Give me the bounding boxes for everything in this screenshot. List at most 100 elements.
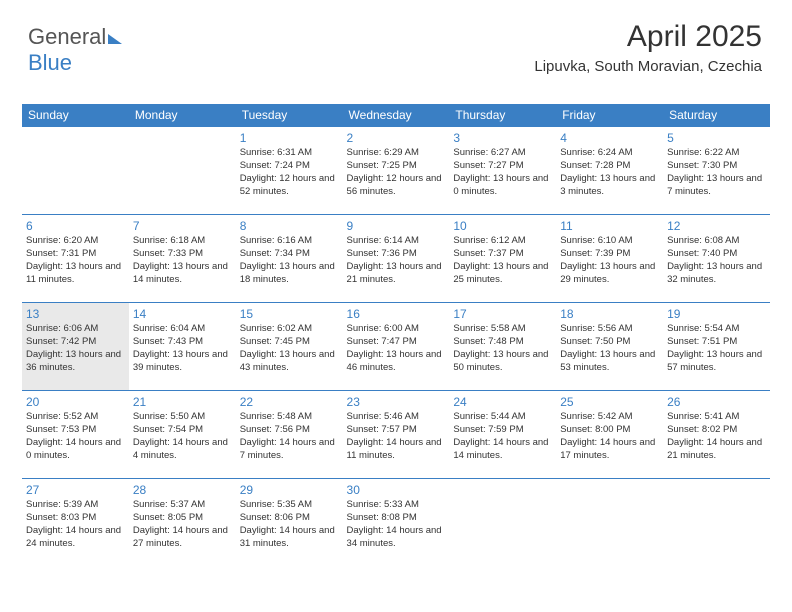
sunset-line: Sunset: 7:34 PM xyxy=(240,248,339,261)
sunrise-line: Sunrise: 5:44 AM xyxy=(453,411,552,424)
daylight-line: Daylight: 14 hours and 11 minutes. xyxy=(347,437,446,463)
sunset-line: Sunset: 7:54 PM xyxy=(133,424,232,437)
sunset-line: Sunset: 8:00 PM xyxy=(560,424,659,437)
calendar-day-cell: 2Sunrise: 6:29 AMSunset: 7:25 PMDaylight… xyxy=(343,127,450,215)
calendar-day-cell: 25Sunrise: 5:42 AMSunset: 8:00 PMDayligh… xyxy=(556,391,663,479)
sunrise-line: Sunrise: 6:29 AM xyxy=(347,147,446,160)
sunrise-line: Sunrise: 6:02 AM xyxy=(240,323,339,336)
calendar-day-cell: 19Sunrise: 5:54 AMSunset: 7:51 PMDayligh… xyxy=(663,303,770,391)
calendar-week-row: 20Sunrise: 5:52 AMSunset: 7:53 PMDayligh… xyxy=(22,391,770,479)
sunrise-line: Sunrise: 5:48 AM xyxy=(240,411,339,424)
daylight-line: Daylight: 14 hours and 7 minutes. xyxy=(240,437,339,463)
calendar-body: 1Sunrise: 6:31 AMSunset: 7:24 PMDaylight… xyxy=(22,127,770,567)
dayheader-thu: Thursday xyxy=(449,104,556,127)
sunset-line: Sunset: 7:42 PM xyxy=(26,336,125,349)
day-number: 19 xyxy=(667,306,766,322)
sunset-line: Sunset: 8:02 PM xyxy=(667,424,766,437)
day-number: 12 xyxy=(667,218,766,234)
calendar-week-row: 1Sunrise: 6:31 AMSunset: 7:24 PMDaylight… xyxy=(22,127,770,215)
calendar-day-cell: 1Sunrise: 6:31 AMSunset: 7:24 PMDaylight… xyxy=(236,127,343,215)
sunrise-line: Sunrise: 5:52 AM xyxy=(26,411,125,424)
daylight-line: Daylight: 13 hours and 0 minutes. xyxy=(453,173,552,199)
daylight-line: Daylight: 13 hours and 14 minutes. xyxy=(133,261,232,287)
daylight-line: Daylight: 14 hours and 4 minutes. xyxy=(133,437,232,463)
daylight-line: Daylight: 14 hours and 34 minutes. xyxy=(347,525,446,551)
calendar-day-cell: 7Sunrise: 6:18 AMSunset: 7:33 PMDaylight… xyxy=(129,215,236,303)
calendar-day-cell: 29Sunrise: 5:35 AMSunset: 8:06 PMDayligh… xyxy=(236,479,343,567)
day-number: 2 xyxy=(347,130,446,146)
calendar-day-cell xyxy=(449,479,556,567)
daylight-line: Daylight: 14 hours and 14 minutes. xyxy=(453,437,552,463)
sunset-line: Sunset: 8:06 PM xyxy=(240,512,339,525)
day-number: 17 xyxy=(453,306,552,322)
sunrise-line: Sunrise: 6:06 AM xyxy=(26,323,125,336)
dayheader-tue: Tuesday xyxy=(236,104,343,127)
calendar-day-cell: 14Sunrise: 6:04 AMSunset: 7:43 PMDayligh… xyxy=(129,303,236,391)
daylight-line: Daylight: 13 hours and 7 minutes. xyxy=(667,173,766,199)
sunset-line: Sunset: 7:51 PM xyxy=(667,336,766,349)
sunrise-line: Sunrise: 6:00 AM xyxy=(347,323,446,336)
daylight-line: Daylight: 13 hours and 11 minutes. xyxy=(26,261,125,287)
day-number: 24 xyxy=(453,394,552,410)
calendar-day-cell: 15Sunrise: 6:02 AMSunset: 7:45 PMDayligh… xyxy=(236,303,343,391)
calendar-day-cell: 9Sunrise: 6:14 AMSunset: 7:36 PMDaylight… xyxy=(343,215,450,303)
sunset-line: Sunset: 7:25 PM xyxy=(347,160,446,173)
day-number: 22 xyxy=(240,394,339,410)
sunrise-line: Sunrise: 6:14 AM xyxy=(347,235,446,248)
calendar-day-cell: 8Sunrise: 6:16 AMSunset: 7:34 PMDaylight… xyxy=(236,215,343,303)
sunrise-line: Sunrise: 5:37 AM xyxy=(133,499,232,512)
day-number: 29 xyxy=(240,482,339,498)
dayheader-fri: Friday xyxy=(556,104,663,127)
daylight-line: Daylight: 13 hours and 32 minutes. xyxy=(667,261,766,287)
daylight-line: Daylight: 13 hours and 53 minutes. xyxy=(560,349,659,375)
sunrise-line: Sunrise: 6:08 AM xyxy=(667,235,766,248)
calendar-day-cell: 11Sunrise: 6:10 AMSunset: 7:39 PMDayligh… xyxy=(556,215,663,303)
calendar-day-cell: 24Sunrise: 5:44 AMSunset: 7:59 PMDayligh… xyxy=(449,391,556,479)
calendar-day-cell xyxy=(22,127,129,215)
day-number: 7 xyxy=(133,218,232,234)
daylight-line: Daylight: 14 hours and 21 minutes. xyxy=(667,437,766,463)
calendar-day-cell: 18Sunrise: 5:56 AMSunset: 7:50 PMDayligh… xyxy=(556,303,663,391)
sunrise-line: Sunrise: 6:27 AM xyxy=(453,147,552,160)
sunset-line: Sunset: 7:53 PM xyxy=(26,424,125,437)
day-number: 27 xyxy=(26,482,125,498)
calendar-day-cell: 17Sunrise: 5:58 AMSunset: 7:48 PMDayligh… xyxy=(449,303,556,391)
daylight-line: Daylight: 13 hours and 43 minutes. xyxy=(240,349,339,375)
day-number: 26 xyxy=(667,394,766,410)
calendar-day-cell: 20Sunrise: 5:52 AMSunset: 7:53 PMDayligh… xyxy=(22,391,129,479)
calendar-day-cell: 23Sunrise: 5:46 AMSunset: 7:57 PMDayligh… xyxy=(343,391,450,479)
sunrise-line: Sunrise: 6:10 AM xyxy=(560,235,659,248)
sunset-line: Sunset: 7:28 PM xyxy=(560,160,659,173)
day-number: 28 xyxy=(133,482,232,498)
calendar-day-cell: 5Sunrise: 6:22 AMSunset: 7:30 PMDaylight… xyxy=(663,127,770,215)
sunrise-line: Sunrise: 5:33 AM xyxy=(347,499,446,512)
calendar-week-row: 13Sunrise: 6:06 AMSunset: 7:42 PMDayligh… xyxy=(22,303,770,391)
sunset-line: Sunset: 7:24 PM xyxy=(240,160,339,173)
logo-triangle-icon xyxy=(108,34,122,44)
calendar-day-cell: 6Sunrise: 6:20 AMSunset: 7:31 PMDaylight… xyxy=(22,215,129,303)
sunset-line: Sunset: 7:56 PM xyxy=(240,424,339,437)
logo-text-2: Blue xyxy=(28,50,72,75)
sunrise-line: Sunrise: 5:56 AM xyxy=(560,323,659,336)
daylight-line: Daylight: 14 hours and 0 minutes. xyxy=(26,437,125,463)
sunset-line: Sunset: 7:27 PM xyxy=(453,160,552,173)
day-number: 9 xyxy=(347,218,446,234)
calendar-day-cell: 28Sunrise: 5:37 AMSunset: 8:05 PMDayligh… xyxy=(129,479,236,567)
dayheader-mon: Monday xyxy=(129,104,236,127)
daylight-line: Daylight: 13 hours and 39 minutes. xyxy=(133,349,232,375)
daylight-line: Daylight: 14 hours and 17 minutes. xyxy=(560,437,659,463)
daylight-line: Daylight: 13 hours and 50 minutes. xyxy=(453,349,552,375)
sunrise-line: Sunrise: 5:35 AM xyxy=(240,499,339,512)
daylight-line: Daylight: 14 hours and 27 minutes. xyxy=(133,525,232,551)
daylight-line: Daylight: 13 hours and 29 minutes. xyxy=(560,261,659,287)
sunrise-line: Sunrise: 5:58 AM xyxy=(453,323,552,336)
daylight-line: Daylight: 14 hours and 24 minutes. xyxy=(26,525,125,551)
calendar-week-row: 6Sunrise: 6:20 AMSunset: 7:31 PMDaylight… xyxy=(22,215,770,303)
month-title: April 2025 xyxy=(534,20,762,54)
day-number: 21 xyxy=(133,394,232,410)
day-number: 10 xyxy=(453,218,552,234)
sunset-line: Sunset: 8:05 PM xyxy=(133,512,232,525)
sunrise-line: Sunrise: 6:24 AM xyxy=(560,147,659,160)
sunset-line: Sunset: 7:30 PM xyxy=(667,160,766,173)
logo: General Blue xyxy=(28,24,122,76)
